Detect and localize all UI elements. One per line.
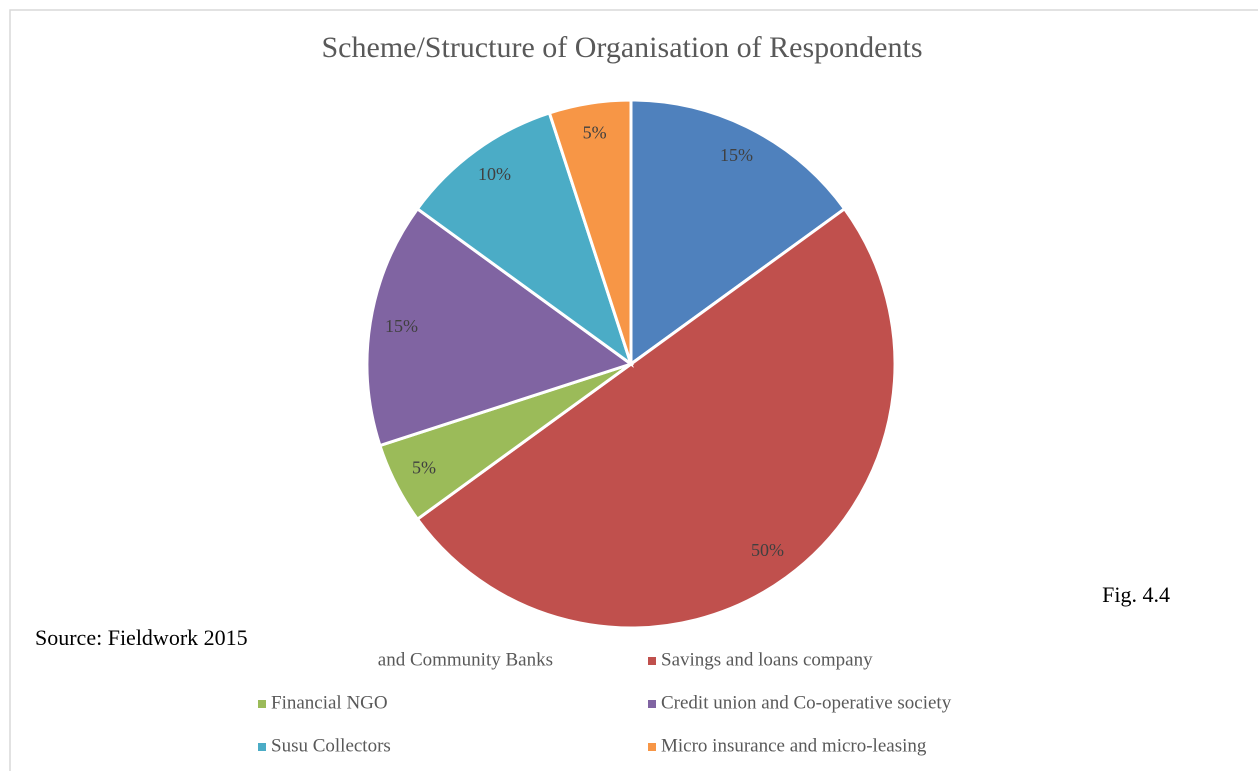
pie-slice [415,206,897,630]
data-label: 5% [583,123,607,143]
legend-swatch [648,657,656,665]
pie-slice [365,206,635,448]
data-label: 50% [751,540,784,560]
pie-slice [415,111,634,368]
legend-swatch [648,700,656,708]
data-label: 15% [385,316,418,336]
legend-label: Credit union and Co-operative society [661,692,952,713]
data-label: 5% [412,458,436,478]
legend-label: Savings and loans company [661,649,873,670]
legend-swatch [258,743,266,751]
pie-slice [547,98,633,365]
legend-label: and Community Banks [378,649,553,670]
chart-title: Scheme/Structure of Organisation of Resp… [322,31,923,64]
legend-label: Micro insurance and micro-leasing [661,735,927,756]
legend-label: Financial NGO [271,692,388,713]
chart-frame [9,9,1258,771]
data-label: 15% [720,145,753,165]
pie-slice [629,98,847,367]
data-label: 10% [478,164,511,184]
legend-label: Susu Collectors [271,735,391,756]
figure-label: Fig. 4.4 [1102,582,1170,607]
source-note: Source: Fieldwork 2015 [35,625,248,650]
legend-swatch [648,743,656,751]
legend-swatch [258,700,266,708]
